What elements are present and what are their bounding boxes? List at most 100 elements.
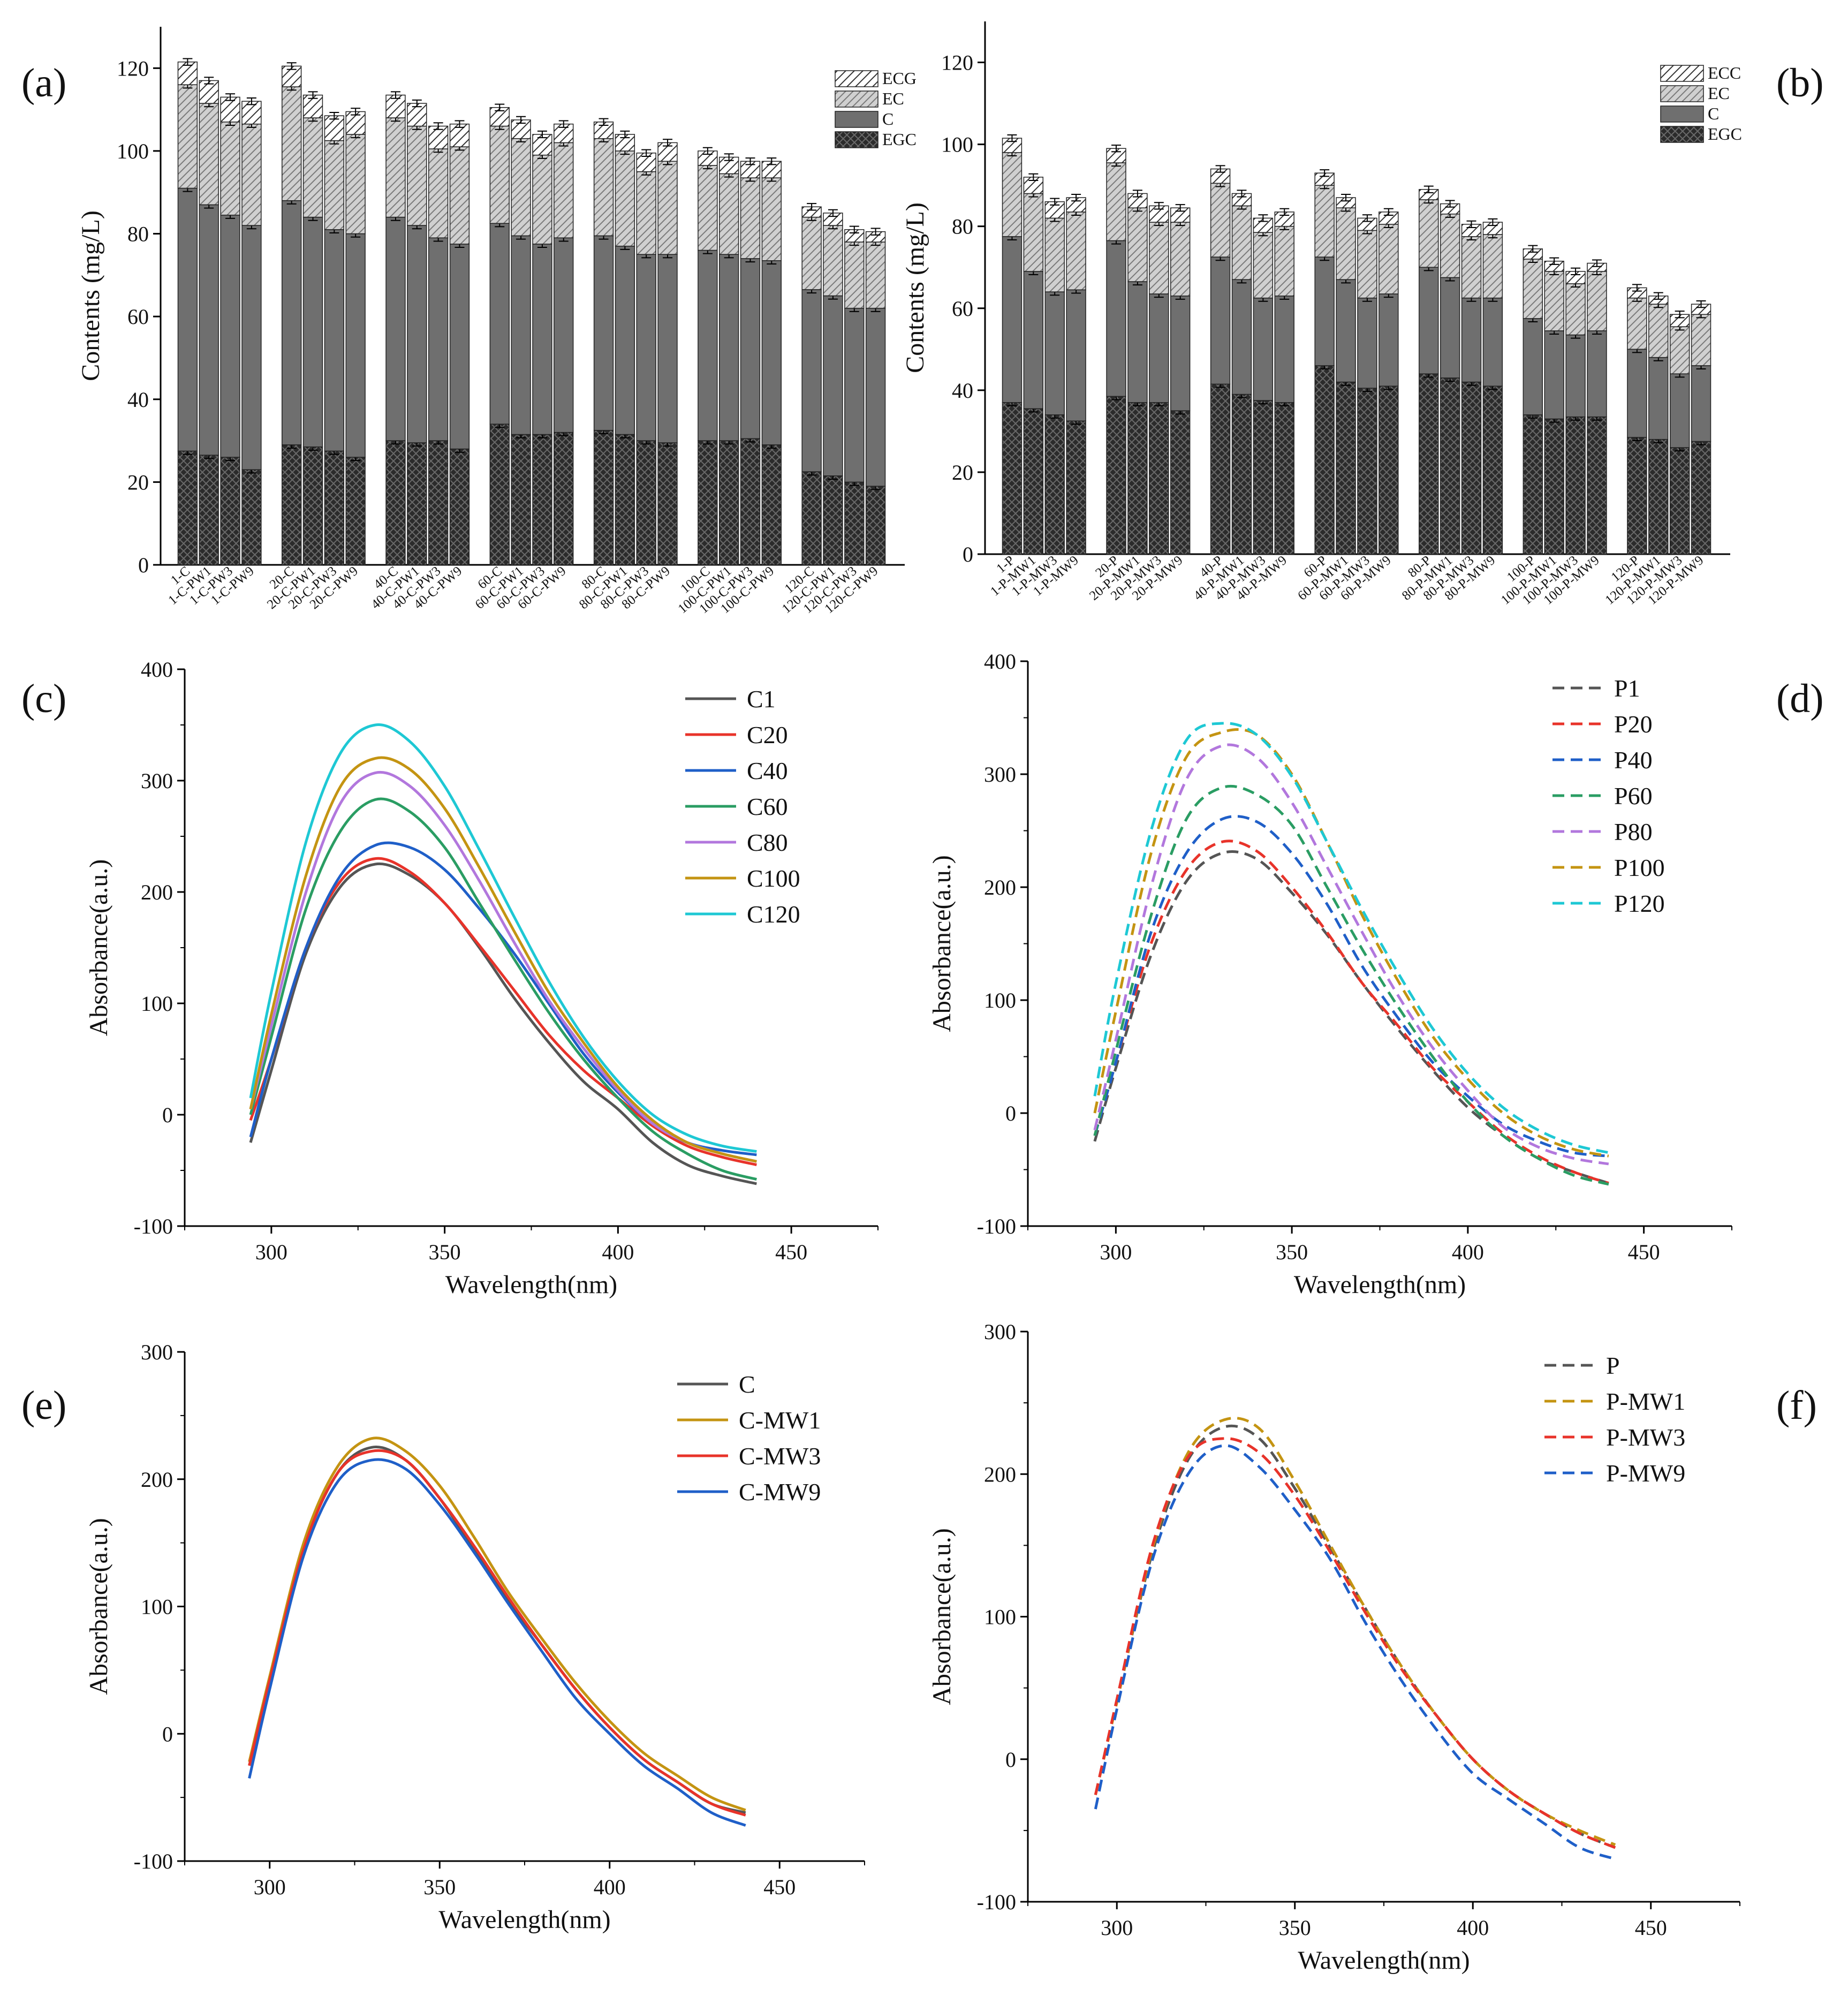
series-line-p: [1094, 1424, 1616, 1849]
bar-segment-c: [554, 237, 574, 433]
bar-segment-ec: [1274, 225, 1294, 297]
bar-segment-ec: [615, 150, 635, 247]
bar-segment-ecg: [636, 153, 656, 172]
bar-segment-egc: [532, 434, 552, 565]
y-tick-label: 0: [1005, 1101, 1016, 1125]
panel-label-e: (e): [21, 1383, 66, 1428]
bar-segment-c: [449, 244, 470, 450]
y-tick-label: 200: [141, 880, 173, 904]
panel-label-c: (c): [21, 676, 66, 721]
bar-segment-c: [1379, 293, 1399, 387]
bar-segment-c: [1523, 318, 1543, 415]
bar-segment-egc: [1627, 437, 1647, 555]
bar-segment-ec: [593, 138, 614, 237]
bar-segment-c: [199, 204, 219, 456]
bar-segment-egc: [740, 438, 761, 565]
x-tick-label: 400: [602, 1240, 634, 1264]
bar-segment-ec: [1627, 297, 1647, 350]
bar-segment-egc: [1336, 381, 1356, 555]
legend-label: C60: [747, 793, 788, 820]
bar-segment-ec: [1106, 162, 1126, 241]
bar-segment-egc: [220, 457, 240, 565]
bar-segment-c: [593, 235, 614, 431]
legend-label: EC: [882, 89, 904, 108]
bar-segment-c: [489, 223, 510, 425]
y-tick-label: 60: [952, 297, 973, 321]
bar-segment-ec: [199, 103, 219, 206]
bar-segment-egc: [1314, 365, 1335, 555]
legend-label: EC: [1708, 84, 1730, 103]
bar-segment-ec: [407, 125, 427, 226]
bar-segment-ec: [532, 154, 552, 245]
bar-segment-c: [1482, 297, 1503, 387]
line-chart-c: -100 0 100 200 300 400 300 350 400 450 Wavelength(…: [85, 657, 878, 1299]
x-axis-title: Wavelength(nm): [445, 1271, 617, 1299]
bar-segment-egc: [1544, 418, 1564, 555]
legend-label: C-MW3: [739, 1442, 821, 1470]
bar-segment-ec: [761, 177, 782, 261]
bar-segment-c: [1691, 365, 1711, 442]
y-tick-label: 300: [984, 1320, 1016, 1344]
bar-segment-egc: [823, 475, 843, 565]
bar-segment-ec: [1253, 232, 1274, 299]
panel-label-a: (a): [21, 61, 66, 105]
bar-segment-ec: [1023, 193, 1044, 272]
bar-segment-egc: [1357, 388, 1377, 555]
series-line-p60: [1093, 784, 1609, 1186]
bar-segment-egc: [1170, 410, 1191, 555]
bar-segment-ec: [1440, 213, 1460, 278]
line-chart-f: -100 0 100 200 300 300 350 400 450 Wavelength(nm)…: [928, 1320, 1740, 1975]
x-tick-label: 400: [594, 1875, 626, 1899]
bar-segment-c: [615, 245, 635, 435]
y-tick-label: 0: [162, 1722, 173, 1746]
bar-segment-ec: [657, 161, 678, 255]
legend-label: P-MW3: [1606, 1424, 1685, 1451]
x-tick-label: 450: [775, 1240, 807, 1264]
bar-segment-c: [1253, 297, 1274, 401]
legend-swatch: [835, 131, 878, 148]
x-tick-label: 450: [763, 1875, 796, 1899]
x-tick-label: 300: [255, 1240, 287, 1264]
y-tick-label: 100: [141, 1595, 173, 1619]
bar-segment-c: [511, 235, 531, 435]
bar-segment-ecg: [199, 80, 219, 104]
x-tick-label: 350: [423, 1875, 456, 1899]
bar-segment-c: [740, 258, 761, 439]
series-line-c80: [249, 770, 757, 1163]
bar-segment-egc: [324, 450, 345, 565]
y-tick-label: -100: [977, 1890, 1016, 1914]
bar-segment-egc: [1210, 383, 1231, 555]
bar-segment-egc: [199, 455, 219, 565]
bar-segment-ec: [1565, 283, 1586, 336]
bar-segment-ec: [636, 171, 656, 255]
bar-segment-egc: [1565, 416, 1586, 555]
line-chart-d: -100 0 100 200 300 400 300 350 400 450 Wavelength(…: [928, 649, 1732, 1299]
series-line-p-mw3: [1094, 1437, 1616, 1849]
bar-segment-c: [1210, 256, 1231, 385]
legend-label: C40: [747, 757, 788, 784]
y-tick-label: 0: [1005, 1748, 1016, 1772]
bar-segment-c: [761, 260, 782, 445]
x-tick-label: 450: [1635, 1916, 1667, 1940]
bar-segment-c: [636, 254, 656, 441]
bar-segment-ec: [1149, 222, 1169, 294]
x-tick-label: 300: [1100, 1240, 1132, 1264]
bar-segment-c: [1669, 373, 1690, 448]
legend-label: C-MW9: [739, 1478, 821, 1506]
bar-segment-ec: [1691, 314, 1711, 366]
bar-segment-c: [1336, 279, 1356, 383]
y-tick-label: 0: [963, 542, 973, 566]
legend-swatch: [835, 90, 878, 108]
bar-segment-egc: [718, 440, 739, 565]
bar-segment-egc: [698, 440, 718, 565]
bar-segment-egc: [1482, 385, 1503, 555]
bar-segment-c: [1627, 349, 1647, 438]
series-line-p80: [1093, 743, 1609, 1166]
series-line-c-mw3: [248, 1449, 746, 1817]
bar-segment-c: [1127, 281, 1148, 403]
bar-segment-ec: [844, 241, 865, 309]
line-chart-e: -100 0 100 200 300 300 350 400 450 Wavelength(nm)…: [85, 1340, 865, 1934]
series-line-c20: [249, 857, 757, 1167]
